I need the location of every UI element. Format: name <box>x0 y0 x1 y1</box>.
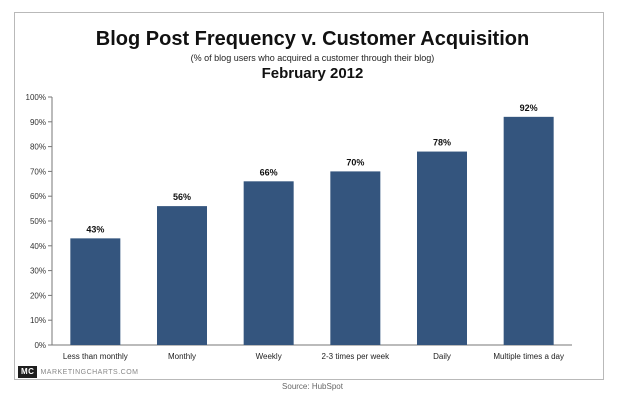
data-label: 43% <box>86 224 104 234</box>
data-label: 92% <box>520 103 538 113</box>
x-axis-ticks: Less than monthly Monthly Weekly 2-3 times … <box>63 352 564 361</box>
y-tick-label: 30% <box>30 267 46 276</box>
y-tick-label: 20% <box>30 291 46 300</box>
y-axis-ticks: 0% 10% 20% 30% 40% 50% 60% 70% 80% 90% 100% <box>26 93 52 350</box>
y-tick-label: 40% <box>30 242 46 251</box>
y-tick-label: 60% <box>30 192 46 201</box>
y-tick-label: 90% <box>30 118 46 127</box>
chart-axes <box>51 97 572 346</box>
y-tick-label: 0% <box>34 341 46 350</box>
bar <box>330 171 381 345</box>
brand-name: MARKETINGCHARTS.COM <box>40 368 139 376</box>
x-tick-label: Less than monthly <box>63 352 128 361</box>
brand-logo: MC <box>18 366 38 378</box>
bar <box>417 151 467 345</box>
x-tick-label: Daily <box>433 352 451 361</box>
y-tick-label: 70% <box>30 167 46 176</box>
data-label: 78% <box>433 138 451 148</box>
y-tick-label: 10% <box>30 316 46 325</box>
chart-date: February 2012 <box>261 65 364 82</box>
data-label: 56% <box>173 192 191 202</box>
bar <box>70 238 121 345</box>
bar <box>243 181 294 345</box>
y-tick-label: 80% <box>30 143 46 152</box>
bars <box>70 116 554 345</box>
data-label: 66% <box>260 167 278 177</box>
x-tick-label: Weekly <box>256 352 282 361</box>
y-tick-label: 100% <box>26 93 46 102</box>
x-tick-label: 2-3 times per week <box>322 352 391 361</box>
bar <box>503 116 554 345</box>
brand: MC MARKETINGCHARTS.COM <box>18 366 139 378</box>
chart-subtitle: (% of blog users who acquired a customer… <box>190 53 435 63</box>
bar <box>157 206 207 345</box>
source-note: Source: HubSpot <box>282 382 343 391</box>
x-tick-label: Multiple times a day <box>493 352 564 361</box>
x-tick-label: Monthly <box>168 352 196 361</box>
data-label: 70% <box>346 157 364 167</box>
y-tick-label: 50% <box>30 217 46 226</box>
data-labels: 43% 56% 66% 70% 78% 92% <box>86 103 537 235</box>
chart-title: Blog Post Frequency v. Customer Acquisit… <box>95 28 530 50</box>
